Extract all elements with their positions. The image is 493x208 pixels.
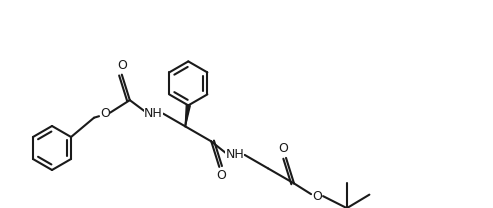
Text: O: O — [312, 190, 322, 203]
Text: O: O — [216, 169, 226, 182]
Text: NH: NH — [225, 148, 244, 161]
Text: NH: NH — [144, 107, 163, 120]
Text: O: O — [278, 142, 288, 155]
Polygon shape — [185, 105, 190, 126]
Text: O: O — [100, 107, 110, 120]
Text: O: O — [117, 59, 127, 72]
